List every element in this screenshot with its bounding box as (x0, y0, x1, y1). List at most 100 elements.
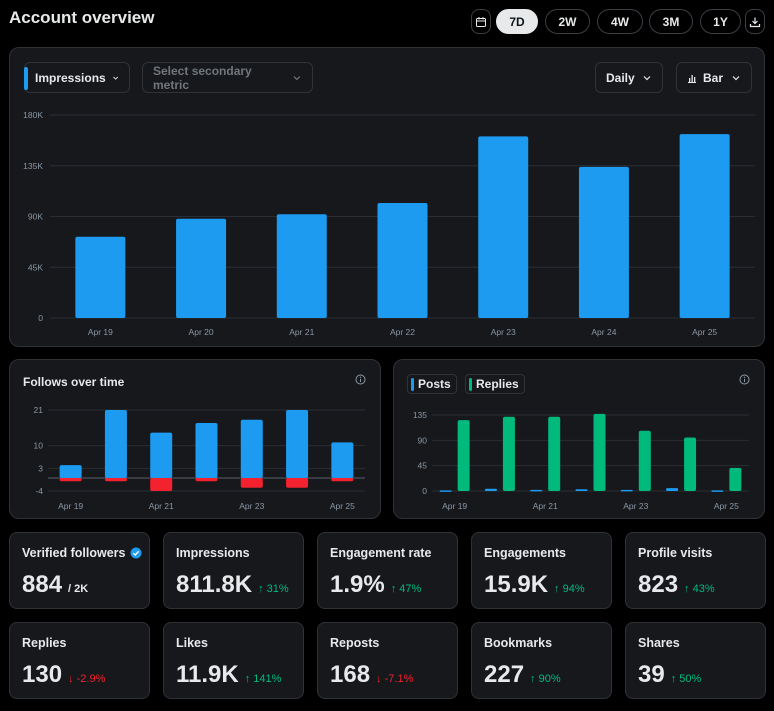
secondary-metric-select[interactable]: Select secondary metric (142, 62, 313, 93)
x-tick-label: Apr 21 (289, 327, 314, 337)
follows-bar (195, 422, 218, 479)
range-7d-button[interactable]: 7D (496, 9, 538, 34)
y-tick-label: 0 (38, 313, 43, 323)
metric-delta: ↓ -7.1% (376, 673, 413, 685)
metric-delta-value: -2.9% (76, 673, 106, 685)
x-tick-label: Apr 25 (692, 327, 717, 337)
range-3m-button[interactable]: 3M (649, 9, 693, 34)
arrow-up-icon: ↑ (670, 673, 677, 685)
info-icon[interactable] (739, 374, 750, 385)
bar (679, 134, 730, 318)
secondary-metric-placeholder: Select secondary metric (153, 63, 252, 92)
metric-value-row: 11.9K ↑ 141% (176, 661, 281, 689)
metric-delta: ↑ 141% (245, 673, 282, 685)
metric-value: 130 (22, 661, 63, 688)
posts-bar (666, 488, 679, 491)
x-tick-label: Apr 23 (623, 501, 648, 511)
posts-bar (575, 489, 588, 491)
bar (578, 166, 629, 318)
chevron-down-icon (112, 76, 118, 80)
chart-style-select[interactable]: Bar (676, 62, 752, 93)
metric-card-bookmarks[interactable]: Bookmarks 227 ↑ 90% (471, 622, 612, 699)
unfollows-bar (331, 478, 354, 482)
metric-value-row: 130 ↓ -2.9% (22, 661, 105, 689)
arrow-up-icon: ↑ (554, 583, 560, 595)
metric-value-row: 168 ↓ -7.1% (330, 661, 413, 689)
metric-card-reposts[interactable]: Reposts 168 ↓ -7.1% (317, 622, 458, 699)
metric-value: 823 (638, 571, 679, 598)
posts-replies-chart-panel: Posts Replies 0 45 90 135 Apr 19 Apr 21 Apr 23… (393, 359, 765, 519)
range-2w-button[interactable]: 2W (545, 9, 590, 34)
replies-bar (593, 413, 606, 491)
bar (377, 202, 428, 318)
replies-bar (457, 420, 470, 491)
metric-card-verified-followers[interactable]: Verified followers 884 / 2K (9, 532, 150, 609)
metric-value: 884 (22, 571, 63, 598)
posts-bar (711, 490, 724, 492)
metric-delta: ↑ 31% (258, 583, 289, 595)
legend-swatch (469, 377, 472, 391)
impressions-bar-chart: 0 45K 90K 135K 180K Apr 19 Apr 20 Apr 21 Apr 22 A… (23, 110, 755, 337)
metric-label: Engagements (484, 546, 566, 560)
unfollows-bar (240, 478, 263, 488)
arrow-up-icon: ↑ (258, 583, 264, 595)
x-tick-label: Apr 19 (442, 501, 467, 511)
follows-bar (240, 419, 263, 479)
download-button[interactable] (745, 9, 765, 34)
metric-label: Profile visits (638, 546, 713, 560)
metric-value-row: 1.9% ↑ 47% (330, 571, 421, 599)
legend-replies[interactable]: Replies (465, 374, 525, 394)
metric-delta-value: 141% (253, 673, 282, 685)
metric-label: Replies (22, 636, 67, 650)
metric-card-profile-visits[interactable]: Profile visits 823 ↑ 43% (625, 532, 766, 609)
unfollows-bar (150, 478, 173, 491)
follows-bar (286, 410, 309, 479)
metric-sub: / 2K (68, 583, 89, 595)
metric-value: 168 (330, 661, 371, 688)
metric-label: Shares (638, 636, 680, 650)
calendar-button[interactable] (471, 9, 491, 34)
legend-posts-label: Posts (418, 377, 451, 391)
download-icon (749, 17, 761, 27)
legend-posts[interactable]: Posts (407, 374, 457, 394)
y-tick-label: 10 (34, 441, 44, 451)
unfollows-bar (104, 478, 127, 482)
granularity-select[interactable]: Daily (595, 62, 663, 93)
metric-value-row: 811.8K ↑ 31% (176, 571, 289, 599)
metric-value-row: 39 ↑ 50% (638, 661, 701, 689)
primary-metric-select[interactable]: Impressions (24, 62, 130, 93)
granularity-label: Daily (606, 70, 635, 85)
metric-card-likes[interactable]: Likes 11.9K ↑ 141% (163, 622, 304, 699)
range-1y-button[interactable]: 1Y (700, 9, 741, 34)
metric-label: Likes (176, 636, 208, 650)
metric-delta: ↑ 94% (554, 583, 585, 595)
range-4w-button[interactable]: 4W (597, 9, 643, 34)
metric-delta-value: 94% (562, 583, 585, 595)
metric-card-shares[interactable]: Shares 39 ↑ 50% (625, 622, 766, 699)
metric-delta: ↑ 50% (671, 673, 702, 685)
follows-bar (331, 442, 354, 479)
arrow-down-icon: ↓ (376, 673, 382, 685)
metric-card-engagements[interactable]: Engagements 15.9K ↑ 94% (471, 532, 612, 609)
metric-card-engagement-rate[interactable]: Engagement rate 1.9% ↑ 47% (317, 532, 458, 609)
metric-value: 15.9K (484, 571, 549, 598)
posts-replies-bar-chart: 0 45 90 135 Apr 19 Apr 21 Apr 23 Apr 25 (413, 410, 749, 511)
x-tick-label: Apr 20 (189, 327, 214, 337)
metric-label: Reposts (330, 636, 380, 650)
metric-card-replies[interactable]: Replies 130 ↓ -2.9% (9, 622, 150, 699)
arrow-up-icon: ↑ (390, 583, 397, 595)
x-tick-label: Apr 23 (239, 501, 264, 511)
page-title: Account overview (9, 8, 155, 27)
metric-delta: ↑ 47% (391, 583, 422, 595)
bar (478, 136, 529, 318)
replies-bar (502, 416, 515, 491)
x-tick-label: Apr 19 (88, 327, 113, 337)
primary-metric-label: Impressions (35, 70, 106, 85)
replies-bar (729, 467, 742, 491)
replies-bar (684, 437, 697, 491)
x-tick-label: Apr 19 (58, 501, 83, 511)
info-icon[interactable] (355, 374, 366, 385)
posts-bar (530, 489, 543, 492)
y-tick-label: 45 (418, 461, 428, 471)
metric-card-impressions[interactable]: Impressions 811.8K ↑ 31% (163, 532, 304, 609)
